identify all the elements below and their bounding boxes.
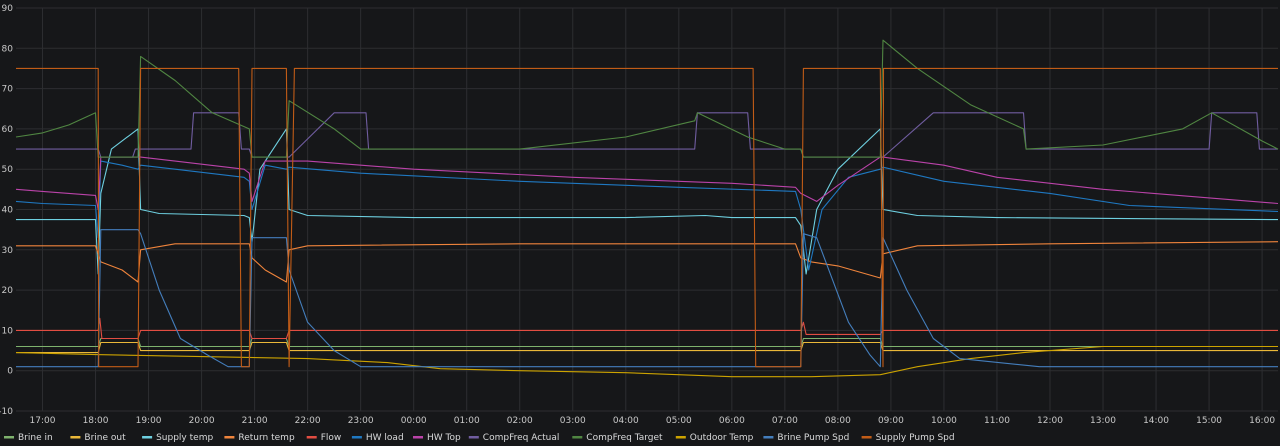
legend-item-8[interactable]: CompFreq Target bbox=[572, 433, 663, 443]
x-tick-label: 20:00 bbox=[189, 416, 215, 426]
x-tick-label: 11:00 bbox=[984, 416, 1010, 426]
series-line-3 bbox=[16, 241, 1279, 283]
legend-item-4[interactable]: Flow bbox=[306, 433, 342, 443]
legend-label: HW Top bbox=[427, 433, 461, 443]
x-tick-label: 23:00 bbox=[348, 416, 374, 426]
legend[interactable]: Brine in Brine out Supply temp Return temp F… bbox=[4, 433, 955, 443]
x-tick-label: 02:00 bbox=[507, 416, 533, 426]
legend-swatch bbox=[142, 436, 153, 439]
legend-swatch bbox=[4, 436, 14, 439]
legend-swatch bbox=[861, 436, 872, 439]
x-tick-label: 00:00 bbox=[401, 416, 427, 426]
legend-item-5[interactable]: HW load bbox=[351, 433, 404, 443]
series-line-10 bbox=[16, 229, 1278, 368]
legend-label: Brine Pump Spd bbox=[777, 433, 849, 443]
legend-label: Flow bbox=[321, 433, 342, 443]
series-lines bbox=[15, 39, 1279, 378]
x-tick-label: 07:00 bbox=[772, 416, 798, 426]
legend-item-3[interactable]: Return temp bbox=[224, 433, 295, 443]
x-tick-label: 15:00 bbox=[1196, 416, 1222, 426]
y-tick-label: 20 bbox=[2, 286, 14, 296]
y-axis-ticks: -10 0 10 20 30 40 50 60 70 80 90 bbox=[0, 4, 13, 417]
x-tick-label: 16:00 bbox=[1249, 416, 1275, 426]
legend-item-11[interactable]: Supply Pump Spd bbox=[861, 433, 955, 443]
legend-swatch bbox=[306, 436, 317, 439]
legend-item-7[interactable]: CompFreq Actual bbox=[468, 433, 560, 443]
legend-swatch bbox=[351, 436, 362, 439]
x-tick-label: 05:00 bbox=[666, 416, 692, 426]
legend-item-9[interactable]: Outdoor Temp bbox=[675, 433, 754, 443]
y-tick-label: 50 bbox=[2, 165, 14, 175]
y-tick-label: 30 bbox=[2, 246, 14, 256]
legend-item-10[interactable]: Brine Pump Spd bbox=[763, 433, 849, 443]
x-tick-label: 09:00 bbox=[878, 416, 904, 426]
y-tick-label: 60 bbox=[2, 125, 14, 135]
x-tick-label: 01:00 bbox=[454, 416, 480, 426]
x-tick-label: 03:00 bbox=[560, 416, 586, 426]
x-tick-label: 17:00 bbox=[30, 416, 56, 426]
legend-label: Return temp bbox=[238, 433, 295, 443]
legend-label: CompFreq Target bbox=[586, 433, 663, 443]
y-tick-label: 80 bbox=[2, 44, 14, 54]
legend-item-0[interactable]: Brine in bbox=[4, 433, 53, 443]
x-tick-label: 06:00 bbox=[719, 416, 745, 426]
legend-swatch bbox=[468, 436, 479, 439]
series-line-6 bbox=[15, 156, 1279, 211]
legend-label: HW load bbox=[366, 433, 404, 443]
legend-swatch bbox=[763, 436, 774, 439]
series-line-5 bbox=[15, 160, 1279, 271]
legend-item-1[interactable]: Brine out bbox=[70, 433, 126, 443]
legend-label: Outdoor Temp bbox=[690, 433, 754, 443]
legend-label: Brine in bbox=[18, 433, 53, 443]
legend-item-6[interactable]: HW Top bbox=[413, 433, 461, 443]
series-line-1 bbox=[16, 341, 1278, 354]
x-tick-label: 04:00 bbox=[613, 416, 639, 426]
x-tick-label: 21:00 bbox=[242, 416, 268, 426]
legend-swatch bbox=[224, 436, 235, 439]
y-tick-label: 40 bbox=[2, 206, 14, 216]
x-tick-label: 19:00 bbox=[136, 416, 162, 426]
x-tick-label: 22:00 bbox=[295, 416, 321, 426]
x-axis-ticks: 17:00 18:00 19:00 20:00 21:00 22:00 23:00 00:00… bbox=[30, 416, 1276, 426]
legend-swatch bbox=[70, 436, 81, 439]
y-tick-label: -10 bbox=[0, 407, 13, 417]
legend-swatch bbox=[675, 436, 686, 439]
series-line-11 bbox=[16, 67, 1278, 368]
y-tick-label: 90 bbox=[2, 4, 14, 14]
y-tick-label: 70 bbox=[2, 85, 14, 95]
series-line-9 bbox=[15, 345, 1278, 378]
x-tick-label: 13:00 bbox=[1090, 416, 1116, 426]
y-tick-label: 10 bbox=[2, 326, 14, 336]
series-line-0 bbox=[16, 337, 1278, 348]
x-tick-label: 08:00 bbox=[825, 416, 851, 426]
x-tick-label: 14:00 bbox=[1143, 416, 1169, 426]
legend-swatch bbox=[413, 436, 423, 439]
x-tick-label: 18:00 bbox=[83, 416, 109, 426]
series-line-2 bbox=[16, 128, 1279, 275]
series-line-7 bbox=[16, 112, 1278, 158]
series-line-8 bbox=[15, 39, 1279, 158]
legend-label: Supply temp bbox=[156, 433, 213, 443]
legend-label: CompFreq Actual bbox=[483, 433, 560, 443]
legend-label: Supply Pump Spd bbox=[876, 433, 955, 443]
x-tick-label: 12:00 bbox=[1037, 416, 1063, 426]
legend-swatch bbox=[572, 436, 583, 439]
y-tick-label: 0 bbox=[7, 367, 13, 377]
legend-item-2[interactable]: Supply temp bbox=[142, 433, 213, 443]
x-tick-label: 10:00 bbox=[931, 416, 957, 426]
series-line-4 bbox=[16, 317, 1278, 340]
legend-label: Brine out bbox=[84, 433, 126, 443]
